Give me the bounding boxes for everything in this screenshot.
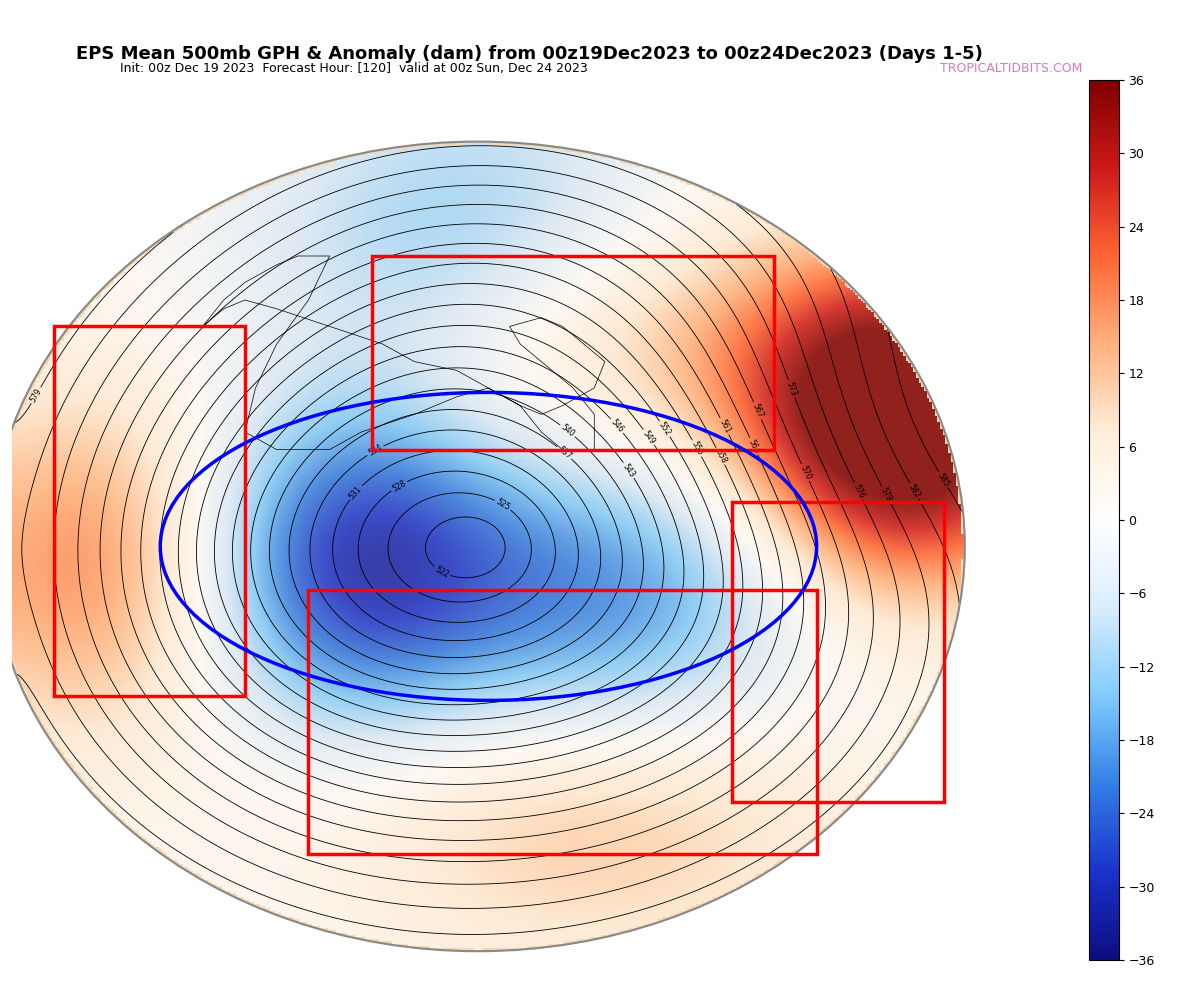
Text: 567: 567: [751, 402, 765, 419]
Text: 555: 555: [689, 440, 705, 457]
Bar: [54, 326, 245, 696]
Text: 534: 534: [367, 443, 384, 458]
Text: 570: 570: [799, 464, 812, 481]
Circle shape: [0, 142, 965, 951]
Text: 585: 585: [936, 471, 950, 488]
Text: EPS Mean 500mb GPH & Anomaly (dam) from 00z19Dec2023 to 00z24Dec2023 (Days 1-5): EPS Mean 500mb GPH & Anomaly (dam) from …: [76, 45, 983, 63]
Text: 549: 549: [641, 429, 657, 446]
Text: 531: 531: [348, 484, 365, 501]
Bar: [308, 590, 817, 854]
Text: 582: 582: [907, 482, 921, 499]
Text: 546: 546: [609, 417, 626, 434]
Text: 537: 537: [556, 445, 573, 461]
Text: 540: 540: [559, 423, 576, 439]
Text: 579: 579: [879, 486, 894, 503]
Text: 558: 558: [713, 448, 728, 465]
Bar: [731, 502, 943, 802]
Text: 573: 573: [784, 380, 799, 397]
Text: 576: 576: [852, 483, 866, 500]
Text: TROPICALTIDBITS.COM: TROPICALTIDBITS.COM: [941, 62, 1083, 75]
Text: 525: 525: [494, 497, 511, 512]
Bar: [372, 256, 775, 450]
Text: 543: 543: [621, 462, 636, 479]
Text: 579: 579: [29, 387, 43, 404]
Text: Init: 00z Dec 19 2023  Forecast Hour: [120]  valid at 00z Sun, Dec 24 2023: Init: 00z Dec 19 2023 Forecast Hour: [12…: [120, 62, 588, 75]
Text: 564: 564: [747, 438, 761, 455]
Text: 552: 552: [657, 420, 672, 437]
Text: 522: 522: [433, 565, 450, 579]
Text: 528: 528: [391, 478, 408, 493]
Text: 561: 561: [717, 418, 731, 435]
